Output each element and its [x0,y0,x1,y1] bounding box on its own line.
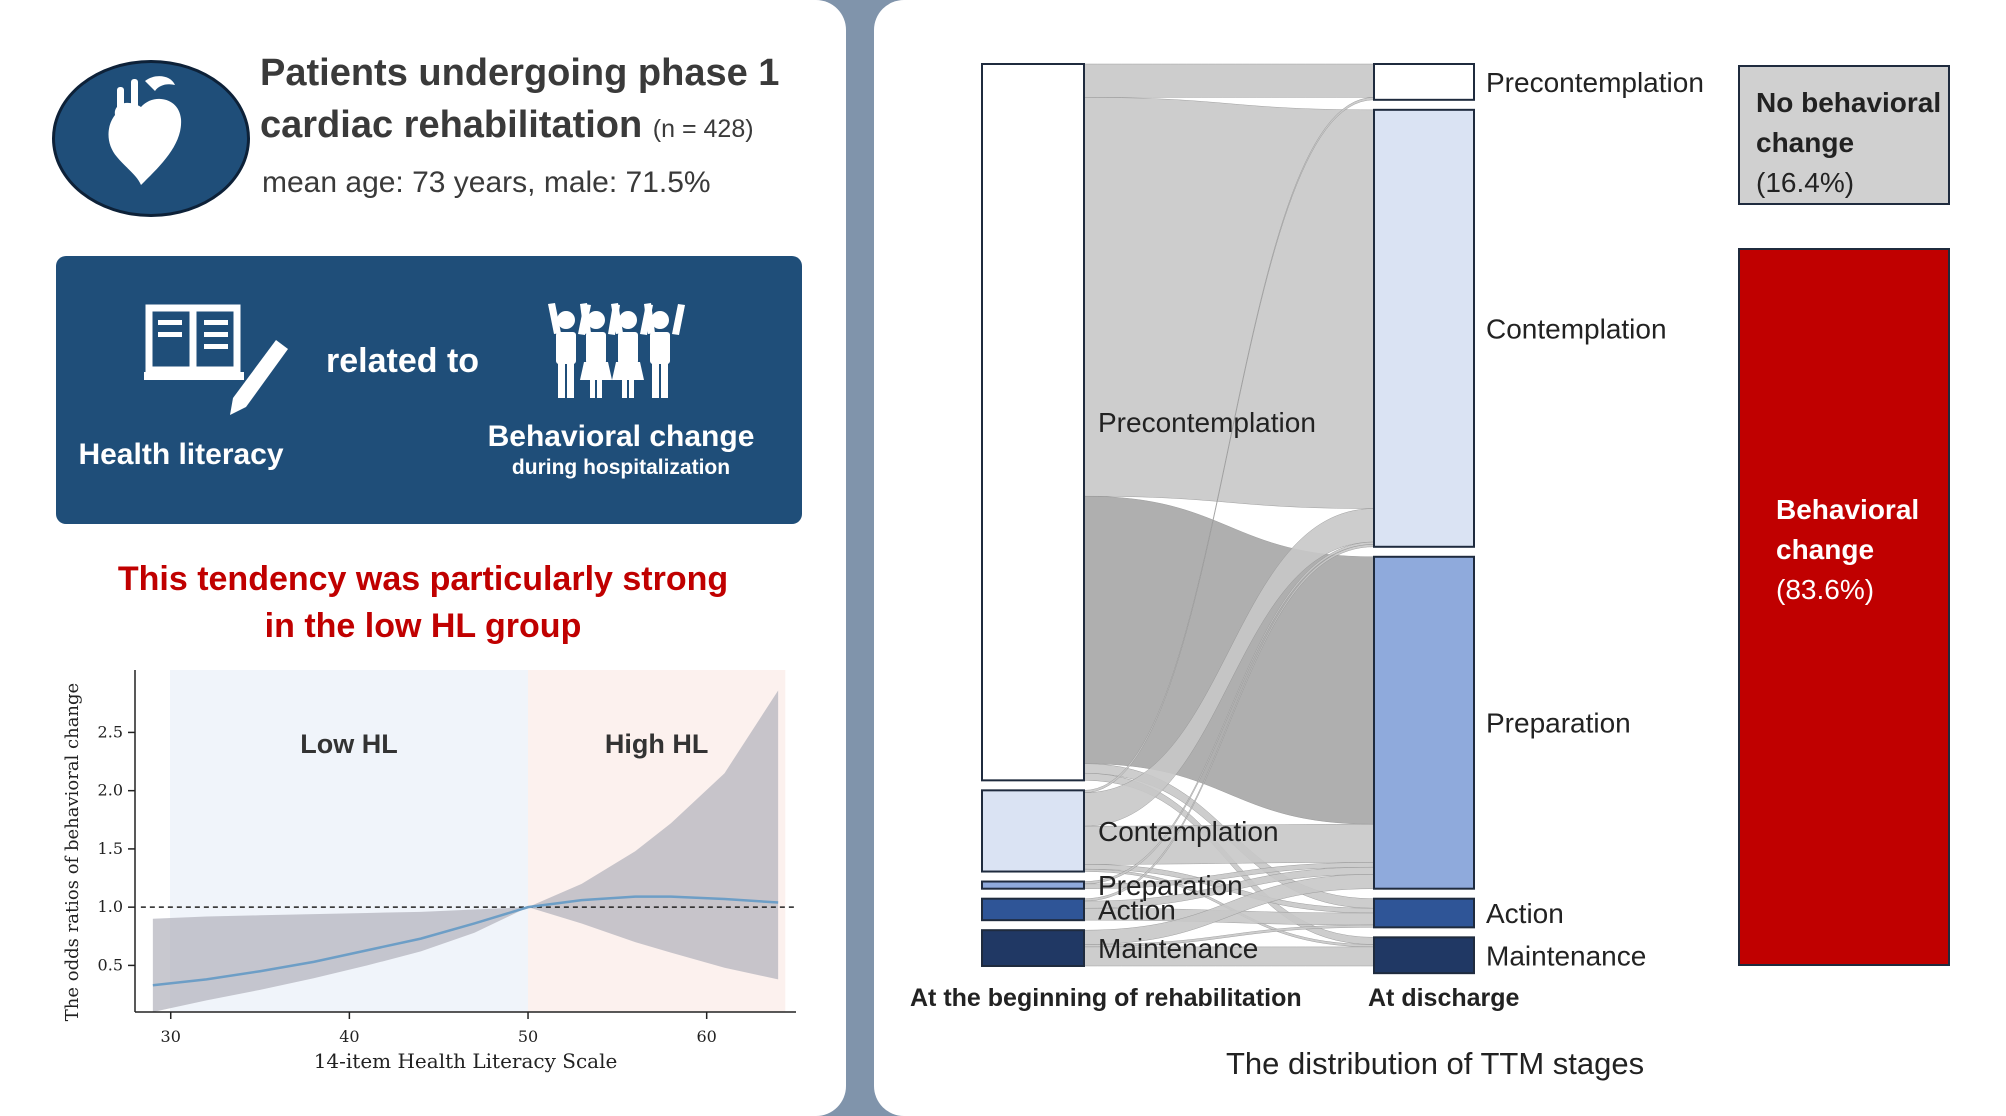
behavioral-change-box: Behavioral change (83.6%) [1738,248,1950,966]
label-discharge-precontemplation: Precontemplation [1486,67,1704,98]
label-beginning-maintenance: Maintenance [1098,933,1258,964]
right-panel: Precontemplation Precontemplation Contempl… [874,0,2006,1116]
sample-size: (n = 428) [652,115,754,143]
x-tick-label: 60 [696,1027,716,1046]
y-tick-label: 0.5 [98,955,123,974]
node-discharge-precontemplation [1373,63,1475,101]
chart-axes: 30 40 50 60 0.5 1.0 1.5 2.0 2.5 [98,670,796,1046]
node-beginning-action [981,897,1085,922]
behavioral-change-label: Behavioral change [487,420,755,453]
change-pct: (83.6%) [1776,574,1875,605]
no-change-pct: (16.4%) [1756,167,1855,198]
column-label-discharge: At discharge [1368,984,1520,1012]
change-label-line1: Behavioral [1776,494,1920,525]
node-beginning-preparation [981,880,1085,890]
label-discharge-contemplation: Contemplation [1486,313,1667,344]
sankey-nodes [981,63,1475,975]
heart-badge [52,60,250,217]
x-tick-label: 50 [518,1027,538,1046]
left-panel: Patients undergoing phase 1 cardiac reha… [0,0,846,1116]
node-discharge-contemplation [1373,108,1475,548]
x-axis-label: 14-item Health Literacy Scale [314,1049,618,1073]
label-beginning-action: Action [1098,894,1176,925]
relation-label: related to [326,342,480,380]
subtitle: mean age: 73 years, male: 71.5% [262,166,711,199]
node-discharge-action [1373,897,1475,929]
sankey-labels: Precontemplation Precontemplation Contempl… [1098,67,1704,971]
people-cheering-icon [548,303,685,398]
flow-precontemplation-to-precontemplation [1083,63,1375,98]
highlight-line1: This tendency was particularly strong [117,560,729,598]
label-discharge-action: Action [1486,898,1564,929]
column-label-beginning: At the beginning of rehabilitation [910,984,1302,1012]
y-tick-label: 2.5 [98,722,123,741]
title-line2-text: cardiac rehabilitation [260,104,643,146]
y-tick-label: 2.0 [98,781,123,800]
y-axis-label: The odds ratios of behavioral change [62,683,83,1021]
odds-ratio-chart: 30 40 50 60 0.5 1.0 1.5 2.0 2.5 Low HL High HL 1… [62,670,796,1073]
node-beginning-maintenance [981,929,1085,967]
health-literacy-label: Health literacy [78,438,284,471]
node-beginning-contemplation [981,789,1085,873]
odds-ratio-line [152,895,779,987]
summary-box: Health literacy related to Behavioral ch… [56,256,802,524]
label-discharge-preparation: Preparation [1486,708,1631,739]
highlight-line2: in the low HL group [264,607,582,645]
node-beginning-precontemplation [981,63,1085,782]
label-beginning-preparation: Preparation [1098,870,1243,901]
title-line1: Patients undergoing phase 1 [260,52,780,94]
label-beginning-contemplation: Contemplation [1098,816,1279,847]
heart-icon [108,76,182,185]
change-label-line2: change [1776,534,1875,565]
title-line2: cardiac rehabilitation (n = 428) [260,104,754,147]
no-change-label-line1: No behavioral [1756,87,1942,118]
high-hl-label: High HL [605,729,708,759]
label-beginning-precontemplation: Precontemplation [1098,407,1316,438]
low-hl-label: Low HL [300,729,397,759]
behavioral-change-sublabel: during hospitalization [511,456,731,479]
x-tick-label: 30 [161,1027,181,1046]
ttm-sankey: Precontemplation Precontemplation Contempl… [981,63,1704,975]
label-discharge-maintenance: Maintenance [1486,940,1646,971]
x-tick-label: 40 [339,1027,359,1046]
no-change-label-line2: change [1756,127,1855,158]
y-tick-label: 1.0 [98,897,123,916]
sankey-flows [1083,63,1375,967]
node-discharge-preparation [1373,555,1475,890]
book-pencil-icon [144,304,288,415]
no-behavioral-change-box: No behavioral change (16.4%) [1738,65,1950,205]
node-discharge-maintenance [1373,936,1475,975]
y-tick-label: 1.5 [98,839,123,858]
sankey-title: The distribution of TTM stages [1226,1046,1645,1081]
confidence-band [152,690,779,1012]
